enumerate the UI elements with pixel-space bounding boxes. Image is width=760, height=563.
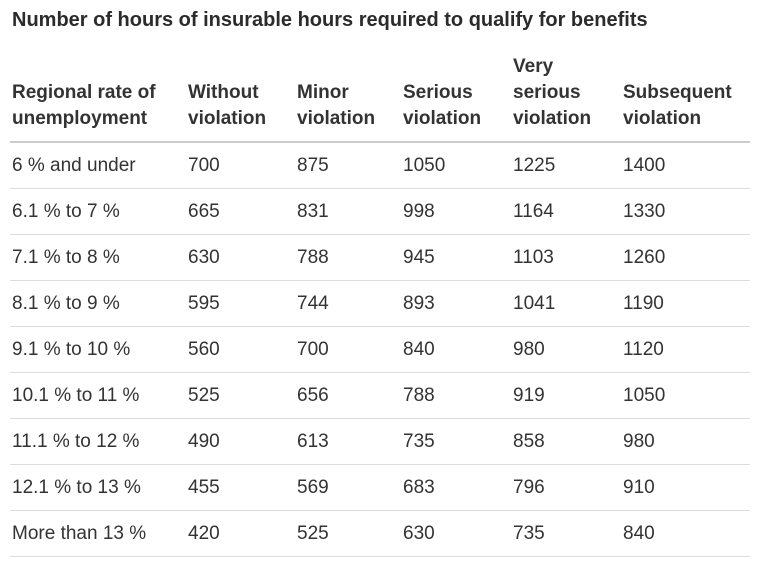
cell: 998 — [401, 188, 511, 235]
header-row: Regional rate of unemployment Without vi… — [10, 34, 750, 143]
cell: 840 — [401, 326, 511, 373]
column-header-regional-rate: Regional rate of unemployment — [10, 34, 186, 143]
cell: 840 — [621, 510, 750, 557]
cell: 1330 — [621, 188, 750, 235]
page-title: Number of hours of insurable hours requi… — [12, 9, 648, 31]
table-row: 9.1 % to 10 % 560 700 840 980 1120 — [10, 326, 750, 373]
cell: 1041 — [511, 280, 621, 327]
cell: 1190 — [621, 280, 750, 327]
cell: 1103 — [511, 234, 621, 281]
cell: 455 — [186, 464, 295, 511]
cell: 919 — [511, 372, 621, 419]
cell: 700 — [295, 326, 401, 373]
cell: 1164 — [511, 188, 621, 235]
table-row: 6 % and under 700 875 1050 1225 1400 — [10, 142, 750, 189]
page: Number of hours of insurable hours requi… — [0, 6, 760, 557]
cell: 569 — [295, 464, 401, 511]
table-row: More than 13 % 420 525 630 735 840 — [10, 510, 750, 557]
cell: 858 — [511, 418, 621, 465]
row-label: 12.1 % to 13 % — [10, 464, 186, 511]
cell: 525 — [186, 372, 295, 419]
cell: 613 — [295, 418, 401, 465]
column-header-minor-violation: Minor violation — [295, 34, 401, 143]
cell: 796 — [511, 464, 621, 511]
table-row: 8.1 % to 9 % 595 744 893 1041 1190 — [10, 280, 750, 327]
table-row: 7.1 % to 8 % 630 788 945 1103 1260 — [10, 234, 750, 281]
cell: 490 — [186, 418, 295, 465]
column-header-serious-violation: Serious violation — [401, 34, 511, 143]
row-label: More than 13 % — [10, 510, 186, 557]
cell: 665 — [186, 188, 295, 235]
table-row: 10.1 % to 11 % 525 656 788 919 1050 — [10, 372, 750, 419]
cell: 683 — [401, 464, 511, 511]
cell: 420 — [186, 510, 295, 557]
cell: 1260 — [621, 234, 750, 281]
cell: 630 — [186, 234, 295, 281]
cell: 560 — [186, 326, 295, 373]
column-header-without-violation: Without violation — [186, 34, 295, 143]
cell: 630 — [401, 510, 511, 557]
cell: 735 — [511, 510, 621, 557]
cell: 945 — [401, 234, 511, 281]
cell: 875 — [295, 142, 401, 189]
cell: 525 — [295, 510, 401, 557]
cell: 1400 — [621, 142, 750, 189]
cell: 744 — [295, 280, 401, 327]
column-header-very-serious-violation: Very serious violation — [511, 34, 621, 143]
insurable-hours-table: Regional rate of unemployment Without vi… — [10, 34, 750, 557]
cell: 735 — [401, 418, 511, 465]
cell: 980 — [621, 418, 750, 465]
cell: 980 — [511, 326, 621, 373]
cell: 1120 — [621, 326, 750, 373]
cell: 910 — [621, 464, 750, 511]
cell: 1050 — [401, 142, 511, 189]
cell: 831 — [295, 188, 401, 235]
row-label: 11.1 % to 12 % — [10, 418, 186, 465]
row-label: 6.1 % to 7 % — [10, 188, 186, 235]
cell: 1050 — [621, 372, 750, 419]
cell: 1225 — [511, 142, 621, 189]
table-row: 12.1 % to 13 % 455 569 683 796 910 — [10, 464, 750, 511]
row-label: 9.1 % to 10 % — [10, 326, 186, 373]
cell: 788 — [295, 234, 401, 281]
cell: 656 — [295, 372, 401, 419]
row-label: 8.1 % to 9 % — [10, 280, 186, 327]
cell: 788 — [401, 372, 511, 419]
column-header-subsequent-violation: Subsequent violation — [621, 34, 750, 143]
row-label: 7.1 % to 8 % — [10, 234, 186, 281]
row-label: 6 % and under — [10, 142, 186, 189]
cell: 700 — [186, 142, 295, 189]
row-label: 10.1 % to 11 % — [10, 372, 186, 419]
table-row: 6.1 % to 7 % 665 831 998 1164 1330 — [10, 188, 750, 235]
cell: 595 — [186, 280, 295, 327]
cell: 893 — [401, 280, 511, 327]
table-row: 11.1 % to 12 % 490 613 735 858 980 — [10, 418, 750, 465]
